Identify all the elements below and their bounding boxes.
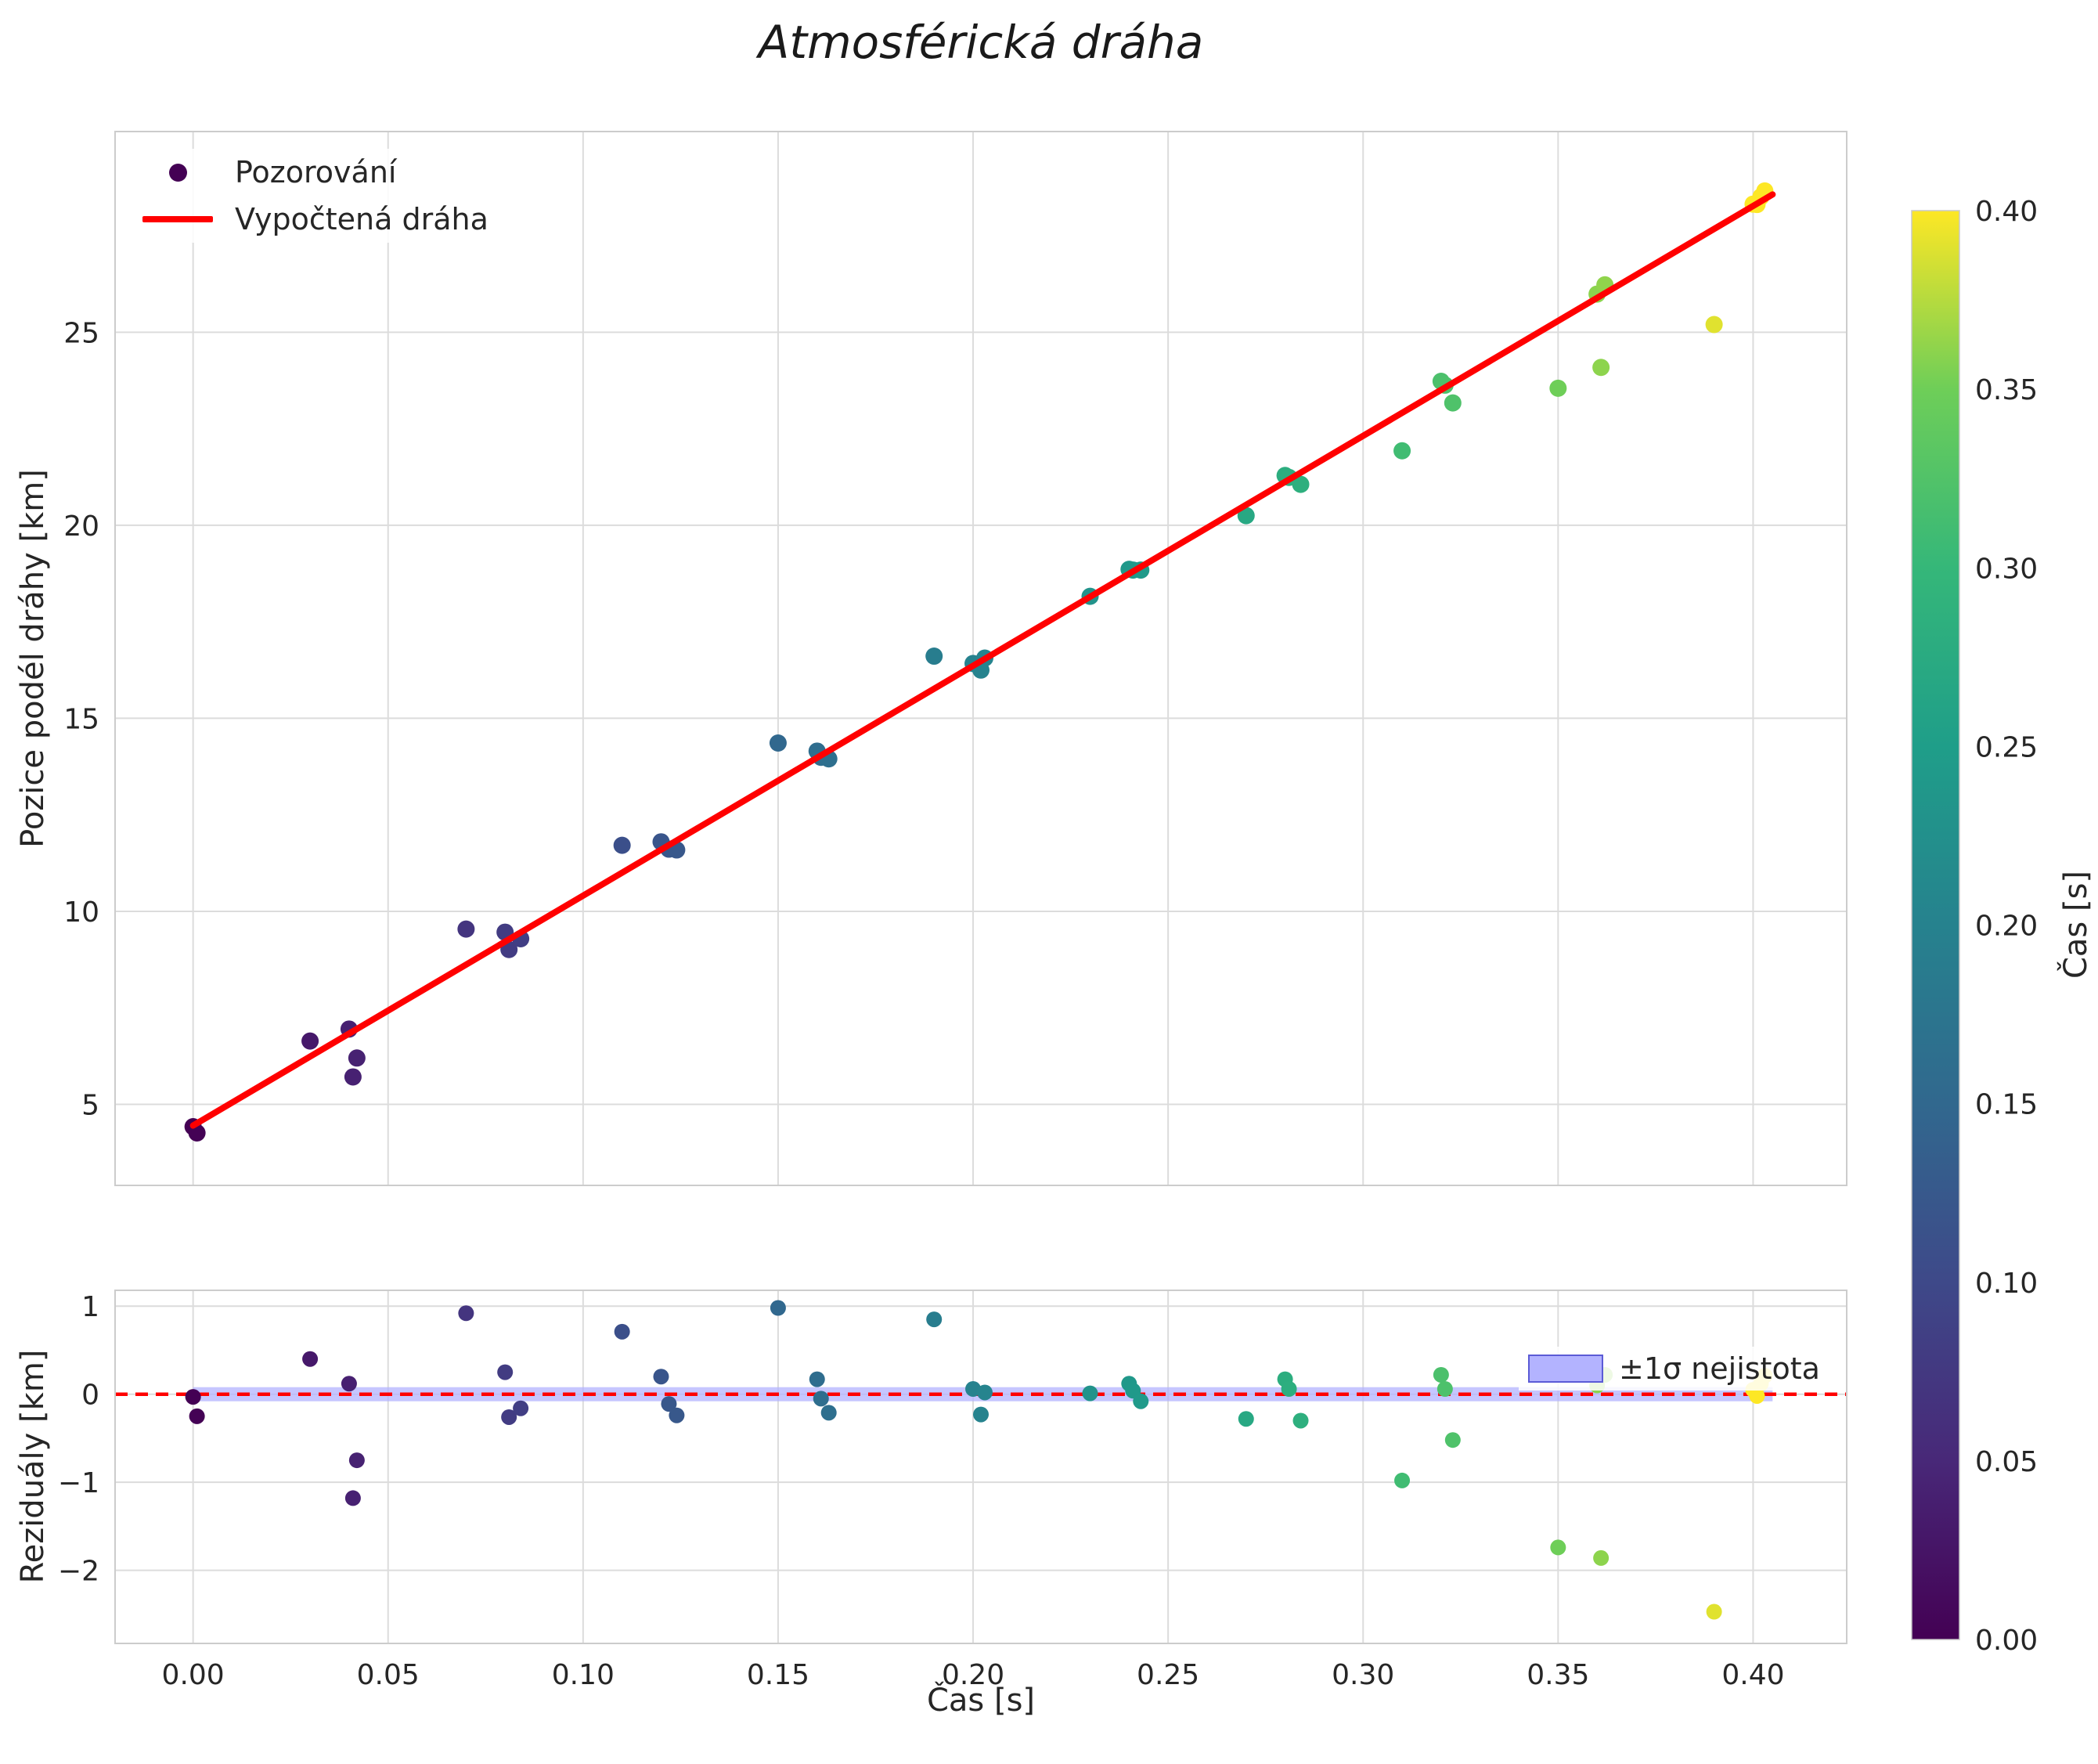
tick-label: 0.40 bbox=[1721, 1659, 1784, 1691]
residual-point bbox=[926, 1311, 943, 1328]
colorbar: 0.00 0.05 0.10 0.15 0.20 0.25 0.30 0.35 0.40 bbox=[1911, 196, 2038, 1657]
tick-label: 0.20 bbox=[1975, 911, 2038, 943]
residual-point bbox=[185, 1389, 201, 1405]
observation-point bbox=[301, 1032, 319, 1050]
legend-handle bbox=[142, 163, 213, 182]
tick-label: 0.00 bbox=[1975, 1625, 2038, 1657]
observation-point bbox=[1549, 379, 1567, 397]
residual-point bbox=[661, 1396, 677, 1412]
uncertainty-band-patch-icon bbox=[1528, 1355, 1603, 1383]
colorbar-gradient bbox=[1911, 210, 1960, 1640]
tick-label: 0.05 bbox=[357, 1659, 420, 1691]
observation-point bbox=[457, 920, 475, 938]
residual-point bbox=[189, 1408, 205, 1424]
observation-point bbox=[1237, 507, 1255, 525]
residual-point bbox=[1082, 1385, 1098, 1401]
residual-point bbox=[1593, 1549, 1610, 1566]
legend-band-label: ±1σ nejistota bbox=[1619, 1351, 1820, 1386]
observation-point bbox=[1705, 316, 1723, 334]
tick-label: 0.40 bbox=[1975, 196, 2038, 228]
observation-point bbox=[1592, 359, 1610, 377]
residual-point bbox=[1706, 1603, 1722, 1620]
tick-label: 0 bbox=[81, 1380, 99, 1412]
residual-point bbox=[513, 1400, 529, 1416]
scatter-marker-icon bbox=[168, 163, 187, 182]
tick-label: 0.10 bbox=[1975, 1268, 2038, 1300]
tick-label: 0.20 bbox=[942, 1659, 1004, 1691]
observation-point bbox=[925, 648, 943, 666]
residual-point bbox=[1281, 1380, 1297, 1397]
residual-point bbox=[1133, 1393, 1149, 1409]
residual-point bbox=[770, 1300, 786, 1316]
observation-point bbox=[1393, 442, 1411, 460]
tick-label: 1 bbox=[81, 1291, 99, 1323]
tick-label: 15 bbox=[63, 703, 99, 735]
residual-point bbox=[1394, 1472, 1411, 1488]
tick-label: 0.10 bbox=[552, 1659, 615, 1691]
legend-residuals: ±1σ nejistota bbox=[1519, 1347, 1829, 1391]
fit-line-marker-icon bbox=[142, 216, 213, 222]
observation-point bbox=[348, 1049, 366, 1067]
residual-point bbox=[348, 1452, 365, 1469]
fit-line bbox=[189, 191, 1776, 1129]
residual-point bbox=[1238, 1411, 1254, 1427]
observation-point bbox=[344, 1068, 362, 1086]
residual-point bbox=[1292, 1412, 1309, 1429]
observation-point bbox=[1444, 394, 1462, 412]
residual-point bbox=[1550, 1539, 1566, 1556]
legend-item-observations: Pozorování bbox=[142, 155, 488, 189]
trajectory-panel: 5 10 15 20 25 bbox=[63, 131, 1847, 1186]
tick-label: 0.35 bbox=[1527, 1659, 1589, 1691]
observation-point bbox=[1292, 475, 1310, 493]
tick-label: 0.35 bbox=[1975, 374, 2038, 406]
residual-point bbox=[820, 1405, 837, 1421]
y-axis-label-trajectory: Pozice podél dráhy [km] bbox=[15, 469, 51, 848]
legend-item-fit: Vypočtená dráha bbox=[142, 202, 488, 236]
legend-trajectory: Pozorování Vypočtená dráha bbox=[132, 149, 499, 243]
residual-point bbox=[302, 1351, 319, 1367]
residual-point bbox=[653, 1369, 669, 1385]
residual-point bbox=[1437, 1380, 1453, 1397]
residual-point bbox=[1433, 1366, 1449, 1383]
tick-label: 10 bbox=[63, 896, 99, 929]
colorbar-label: Čas [s] bbox=[2058, 870, 2094, 979]
residual-point bbox=[341, 1376, 357, 1392]
chart-title: Atmosférická dráha bbox=[758, 16, 1204, 69]
residual-point bbox=[809, 1371, 825, 1387]
y-axis-label-residuals: Reziduály [km] bbox=[15, 1349, 51, 1584]
residual-point bbox=[669, 1407, 685, 1423]
residual-point bbox=[614, 1323, 630, 1340]
residual-point bbox=[813, 1391, 829, 1407]
tick-label: 0.00 bbox=[162, 1659, 225, 1691]
legend-observations-label: Pozorování bbox=[235, 155, 397, 189]
tick-label: 5 bbox=[81, 1089, 99, 1121]
legend-fit-label: Vypočtená dráha bbox=[235, 202, 488, 236]
tick-label: 0.25 bbox=[1975, 731, 2038, 763]
residual-point bbox=[458, 1305, 474, 1322]
tick-label: 0.30 bbox=[1332, 1659, 1394, 1691]
tick-label: 0.15 bbox=[747, 1659, 809, 1691]
residual-point bbox=[1749, 1387, 1765, 1404]
x-axis-label: Čas [s] bbox=[926, 1683, 1036, 1719]
residual-point bbox=[976, 1384, 993, 1401]
tick-label: 0.05 bbox=[1975, 1446, 2038, 1478]
tick-label: 0.25 bbox=[1137, 1659, 1199, 1691]
tick-label: −2 bbox=[58, 1556, 99, 1588]
residual-point bbox=[501, 1409, 517, 1425]
residual-point bbox=[973, 1406, 989, 1423]
residual-point bbox=[497, 1364, 514, 1380]
residual-point bbox=[1444, 1432, 1461, 1448]
tick-label: 0.15 bbox=[1975, 1089, 2038, 1121]
tick-label: −1 bbox=[58, 1467, 99, 1499]
legend-handle bbox=[142, 216, 213, 222]
residual-point bbox=[344, 1490, 361, 1506]
tick-label: 25 bbox=[63, 317, 99, 349]
tick-label: 0.30 bbox=[1975, 553, 2038, 585]
tick-label: 20 bbox=[63, 510, 99, 543]
observation-point bbox=[613, 836, 631, 854]
observation-point bbox=[769, 734, 787, 752]
